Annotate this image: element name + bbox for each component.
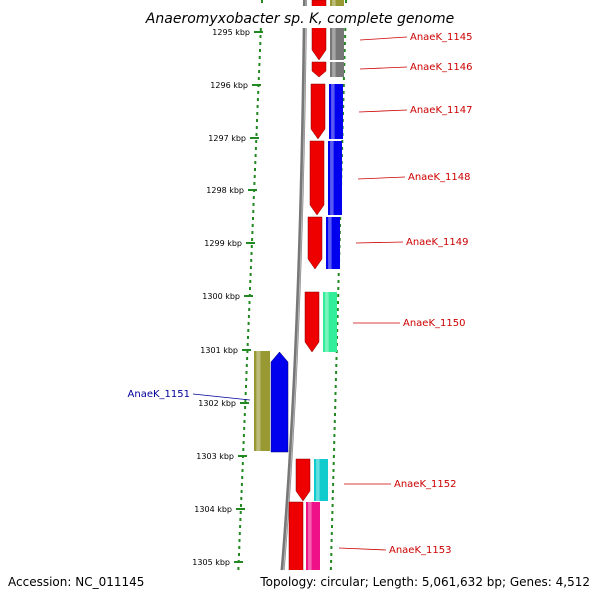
scale-ticks: 1295 kbp 1296 kbp 1297 kbp 1298 kbp 1299 kbp…	[192, 28, 263, 567]
gene-label[interactable]: AnaeK_1148	[357, 172, 470, 183]
gene-label-text[interactable]: AnaeK_1145	[410, 32, 472, 43]
tick-mark	[254, 31, 263, 33]
cog-block	[326, 217, 340, 269]
gene-feature	[310, 83, 343, 140]
gene-label[interactable]: AnaeK_1153	[338, 545, 451, 556]
gene-label[interactable]: AnaeK_1149	[355, 237, 468, 248]
gene-feature	[288, 501, 320, 600]
tick-label: 1304 kbp	[194, 505, 232, 514]
gene-feature	[311, 0, 344, 61]
tick-label: 1303 kbp	[196, 452, 234, 461]
tick-label: 1301 kbp	[200, 346, 238, 355]
tick-label: 1299 kbp	[204, 239, 242, 248]
tick-label: 1302 kbp	[198, 399, 236, 408]
cog-block	[328, 141, 342, 215]
gene-label-text[interactable]: AnaeK_1146	[410, 62, 472, 73]
tick-label: 1305 kbp	[192, 558, 230, 567]
cds-arrow	[310, 83, 326, 140]
tick-mark	[252, 84, 261, 86]
cds-arrow	[311, 61, 327, 78]
gene-feature	[307, 216, 340, 270]
cog-block	[330, 0, 344, 8]
gene-label-text[interactable]: AnaeK_1148	[408, 172, 470, 183]
gene-feature	[304, 291, 337, 353]
tick-label: 1300 kbp	[202, 292, 240, 301]
cog-block	[323, 292, 337, 352]
gene-label[interactable]: AnaeK_1152	[344, 479, 456, 490]
tick-mark	[234, 561, 243, 563]
gene-label-text[interactable]: AnaeK_1150	[403, 318, 465, 329]
tick-label: 1298 kbp	[206, 186, 244, 195]
gene-label[interactable]: AnaeK_1146	[359, 62, 472, 73]
gene-label-text[interactable]: AnaeK_1149	[406, 237, 468, 248]
tick-mark	[246, 242, 255, 244]
cog-block	[329, 84, 343, 139]
genome-backbone	[278, 0, 307, 600]
gene-label-text[interactable]: AnaeK_1151	[128, 389, 190, 400]
tick-mark	[244, 295, 253, 297]
cog-block	[254, 351, 270, 451]
gene-label-text[interactable]: AnaeK_1147	[410, 105, 472, 116]
gene-labels: AnaeK_1145 AnaeK_1146 AnaeK_1147 AnaeK_1148…	[128, 32, 473, 556]
gene-label[interactable]: AnaeK_1145	[359, 32, 472, 43]
cds-arrow	[309, 140, 325, 216]
cog-block	[314, 459, 328, 501]
gene-feature	[309, 140, 342, 216]
cds-arrow	[295, 458, 311, 502]
gene-label[interactable]: AnaeK_1147	[358, 105, 472, 116]
gene-label[interactable]: AnaeK_1151	[128, 389, 251, 401]
cds-arrow	[307, 216, 323, 270]
gene-label-text[interactable]: AnaeK_1153	[389, 545, 451, 556]
gene-label[interactable]: AnaeK_1150	[353, 318, 465, 329]
gene-feature	[295, 458, 328, 502]
cds-arrow	[304, 291, 320, 353]
tick-mark	[248, 189, 257, 191]
tick-mark	[242, 349, 251, 351]
tick-label: 1296 kbp	[210, 81, 248, 90]
cds-arrow	[288, 501, 304, 600]
tick-mark	[250, 137, 259, 139]
tick-mark	[236, 508, 245, 510]
cog-block	[330, 62, 344, 77]
tick-label: 1295 kbp	[212, 28, 250, 37]
tick-label: 1297 kbp	[208, 134, 246, 143]
tick-mark	[240, 402, 249, 404]
gene-label-text[interactable]: AnaeK_1152	[394, 479, 456, 490]
gene-feature	[311, 61, 344, 78]
cds-arrow	[311, 0, 327, 61]
gene-feature-minus	[254, 351, 289, 453]
cds-arrow	[270, 351, 289, 453]
tick-mark	[238, 455, 247, 457]
